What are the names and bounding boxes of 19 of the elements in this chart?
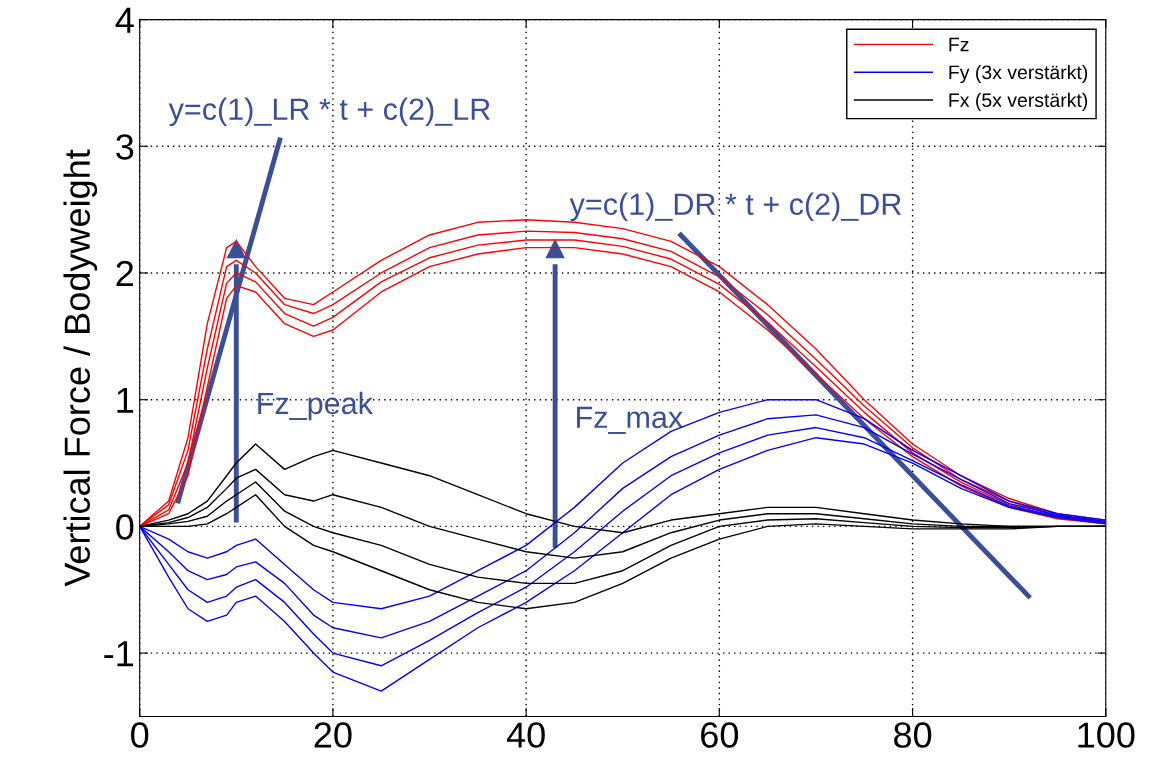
y-axis-title: Vertical Force / Bodyweight	[63, 149, 98, 587]
y-tick-label: 0	[116, 514, 134, 540]
x-tick-label: 100	[1078, 722, 1135, 748]
y-tick-label: 2	[116, 260, 134, 287]
x-tick-label: 60	[701, 722, 739, 748]
y-tick-label: 4	[115, 7, 134, 33]
annotation: Fz_max	[577, 406, 683, 434]
y-tick-label: 1	[117, 387, 134, 413]
x-tick-label: 40	[506, 722, 545, 748]
x-tick-label: 80	[894, 722, 932, 748]
legend-label: Fx (5x verstärkt)	[949, 92, 1088, 111]
x-tick-label: 20	[314, 722, 352, 748]
annotation: Fz_peak	[258, 391, 373, 421]
y-tick-label: -1	[104, 641, 134, 667]
legend-label: Fz	[949, 37, 969, 52]
series-label: y=c(1)_LR * t + c(2)_LR	[168, 97, 490, 127]
legend-label: Fy (3x verstärkt)	[949, 64, 1088, 84]
series-label: y=c(1)_DR * t + c(2)_DR	[569, 192, 901, 222]
y-tick-label: 3	[116, 134, 134, 160]
